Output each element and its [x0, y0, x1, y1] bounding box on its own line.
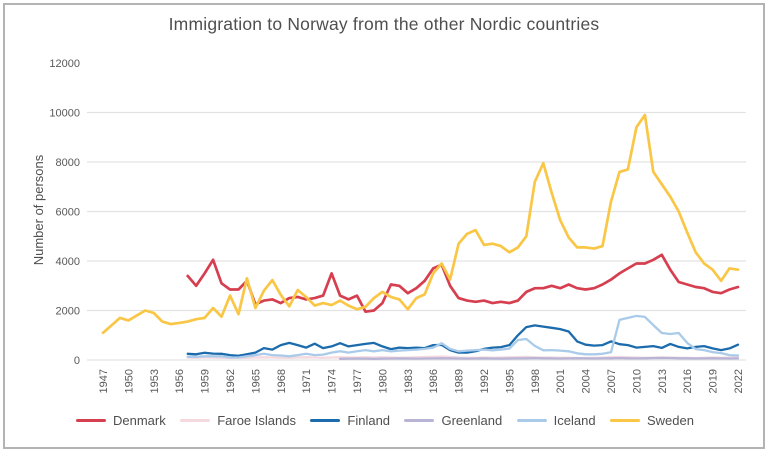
x-tick-label: 2016: [682, 369, 694, 393]
y-tick-label: 2000: [56, 306, 80, 318]
legend-item-denmark: Denmark: [76, 413, 166, 428]
legend-label-denmark: Denmark: [113, 413, 166, 428]
chart-title: Immigration to Norway from the other Nor…: [168, 14, 600, 34]
legend-swatch-faroe-islands: [180, 419, 211, 422]
x-tick-label: 1980: [377, 369, 389, 393]
x-tick-label: 2004: [581, 369, 593, 393]
legend-item-finland: Finland: [310, 413, 390, 428]
legend-swatch-greenland: [404, 419, 435, 422]
x-tick-label: 1953: [149, 369, 161, 393]
chart-frame: [3, 3, 765, 449]
x-tick-label: 1959: [200, 369, 212, 393]
legend-label-faroe-islands: Faroe Islands: [217, 413, 296, 428]
x-tick-label: 1998: [530, 369, 542, 393]
x-tick-label: 1983: [403, 369, 415, 393]
legend-item-iceland: Iceland: [516, 413, 596, 428]
y-tick-label: 12000: [49, 58, 80, 70]
series-line-denmark: [186, 253, 740, 314]
x-tick-label: 1989: [454, 369, 466, 393]
chart-legend: Denmark Faroe Islands Finland Greenland Icel…: [76, 413, 694, 428]
legend-label-finland: Finland: [347, 413, 391, 428]
x-tick-label: 2010: [631, 369, 643, 393]
x-tick-label: 1968: [276, 369, 288, 393]
x-tick-label: 2022: [733, 369, 745, 393]
y-tick-label: 4000: [56, 256, 80, 268]
x-tick-label: 1950: [123, 369, 135, 393]
series-line-finland: [186, 324, 740, 357]
x-tick-label: 1995: [504, 369, 516, 393]
series-line-greenland: [338, 356, 740, 360]
y-tick-label: 8000: [56, 157, 80, 169]
legend-item-sweden: Sweden: [609, 413, 694, 428]
legend-label-iceland: Iceland: [553, 413, 596, 428]
y-tick-label: 6000: [56, 207, 80, 219]
x-tick-label: 1947: [98, 369, 110, 393]
y-tick-label: 10000: [49, 108, 80, 120]
legend-item-faroe-islands: Faroe Islands: [180, 413, 296, 428]
x-tick-label: 2013: [657, 369, 669, 393]
legend-swatch-finland: [310, 419, 341, 422]
legend-label-sweden: Sweden: [646, 413, 694, 428]
x-tick-label: 1962: [225, 369, 237, 393]
legend-swatch-denmark: [76, 419, 106, 422]
y-tick-label: 0: [74, 355, 80, 367]
x-tick-label: 2007: [606, 369, 618, 393]
series-line-sweden: [101, 113, 740, 335]
x-tick-label: 1977: [352, 369, 364, 393]
x-tick-label: 1974: [327, 369, 339, 393]
legend-swatch-sweden: [609, 419, 640, 422]
x-tick-label: 1965: [250, 369, 262, 393]
x-tick-label: 1971: [301, 369, 313, 393]
series-line-iceland: [186, 314, 740, 359]
legend-swatch-iceland: [516, 419, 547, 422]
legend-item-greenland: Greenland: [404, 413, 502, 428]
x-tick-label: 1992: [479, 369, 491, 393]
legend-label-greenland: Greenland: [441, 413, 503, 428]
x-tick-label: 2019: [708, 369, 720, 393]
x-tick-label: 2001: [555, 369, 567, 393]
x-tick-label: 1956: [174, 369, 186, 393]
x-tick-label: 1986: [428, 369, 440, 393]
